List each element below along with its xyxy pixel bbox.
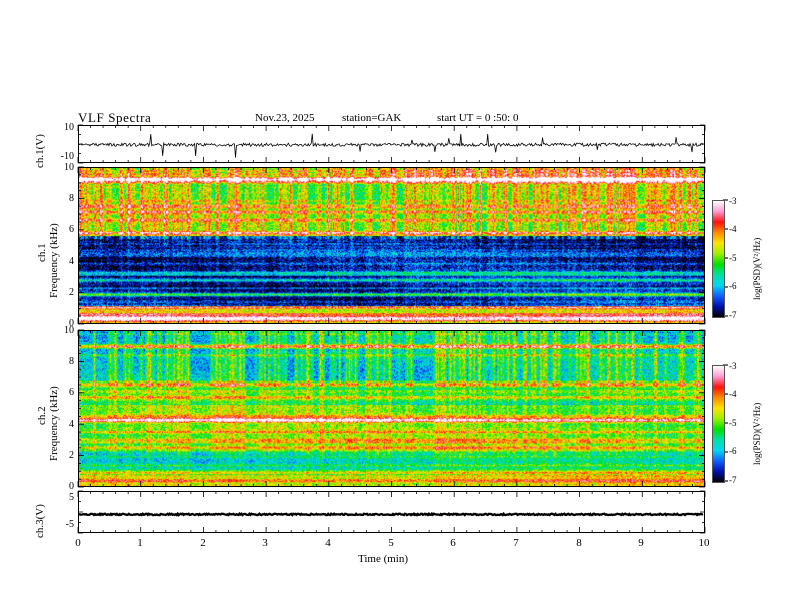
ch1-axis-label-bottom: Frequency (kHz) (48, 223, 60, 298)
ch2-spectrogram-panel (78, 330, 705, 487)
x-axis-label: Time (min) (358, 553, 409, 565)
cb1-tick--6: -6 (729, 281, 737, 291)
ch1-tick-8: 8 (69, 193, 74, 204)
x-tick-5: 5 (388, 537, 394, 549)
colorbar-ch2 (712, 365, 725, 483)
ch1-tick-0: 0 (69, 318, 74, 329)
ch3v-tick-m5: -5 (65, 519, 74, 530)
ch2-tick-8: 8 (69, 356, 74, 367)
ch1-voltage-trace (79, 133, 704, 158)
cb2-tick--7: -7 (729, 475, 737, 485)
start-ut-label: start UT = 0 :50: 0 (437, 112, 519, 124)
ch2-tick-6: 6 (69, 387, 74, 398)
observation-date: Nov.23, 2025 (255, 112, 315, 124)
cb2-caption: log(PSD)(V²/Hz) (752, 402, 762, 465)
ch2-axis-label-top: ch.2 (36, 406, 48, 425)
ch1-voltage-panel (78, 125, 705, 163)
x-tick-8: 8 (576, 537, 582, 549)
station-label: station=GAK (342, 112, 402, 124)
x-tick-2: 2 (200, 537, 206, 549)
cb2-tick--4: -4 (729, 389, 737, 399)
cb1-tick--5: -5 (729, 253, 737, 263)
ch1-tick-4: 4 (69, 256, 74, 267)
ch3v-tick-5: 5 (69, 492, 74, 503)
x-tick-1: 1 (137, 537, 143, 549)
x-tick-9: 9 (638, 537, 644, 549)
ch1-axis-label-top: ch.1 (36, 243, 48, 262)
colorbar-ch1 (712, 200, 725, 318)
ch1-spectrogram-image (79, 168, 704, 323)
cb1-tick--3: -3 (729, 196, 737, 206)
cb2-tick--3: -3 (729, 361, 737, 371)
ch1v-tick-10: 10 (64, 122, 74, 133)
ch2-tick-10: 10 (64, 325, 74, 336)
ch2-tick-4: 4 (69, 419, 74, 430)
x-tick-7: 7 (513, 537, 519, 549)
cb2-tick--6: -6 (729, 446, 737, 456)
ch2-axis-label-bottom: Frequency (kHz) (48, 386, 60, 461)
cb1-tick--4: -4 (729, 224, 737, 234)
x-tick-0: 0 (75, 537, 81, 549)
ch1-spectrogram-panel (78, 167, 705, 324)
x-tick-3: 3 (262, 537, 268, 549)
ch1v-tick-m10: -10 (60, 151, 74, 162)
ch1-tick-6: 6 (69, 224, 74, 235)
cb1-caption: log(PSD)(V²/Hz) (752, 237, 762, 300)
ch3-voltage-panel (78, 491, 705, 533)
ch1-tick-10: 10 (64, 162, 74, 173)
ch3v-axis-label: ch.3(V) (34, 504, 46, 538)
x-tick-10: 10 (698, 537, 710, 549)
ch3-voltage-trace (79, 511, 704, 517)
ch1-tick-2: 2 (69, 287, 74, 298)
x-tick-4: 4 (325, 537, 331, 549)
x-tick-6: 6 (450, 537, 456, 549)
cb1-tick--7: -7 (729, 310, 737, 320)
cb2-tick--5: -5 (729, 418, 737, 428)
ch2-tick-2: 2 (69, 450, 74, 461)
page-title: VLF Spectra (78, 110, 152, 125)
ch2-spectrogram-image (79, 331, 704, 486)
ch2-tick-0: 0 (69, 481, 74, 492)
